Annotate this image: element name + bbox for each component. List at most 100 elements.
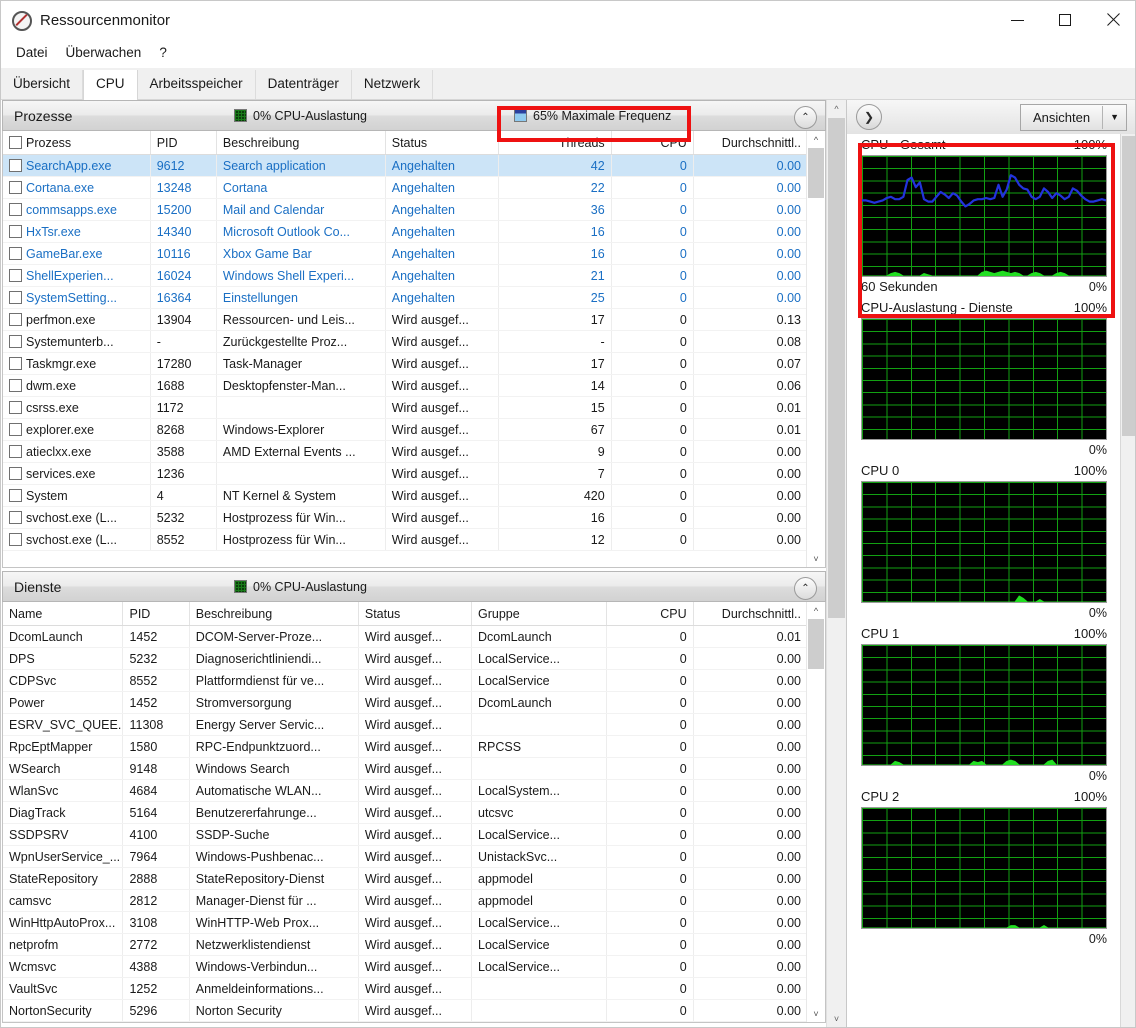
- processes-column-header-cpu[interactable]: CPU: [611, 131, 694, 155]
- views-dropdown[interactable]: Ansichten ▼: [1019, 103, 1127, 131]
- row-checkbox[interactable]: [9, 158, 22, 172]
- row-checkbox[interactable]: [9, 334, 22, 348]
- main-vertical-scrollbar[interactable]: ^ ˅: [826, 100, 846, 1027]
- minimize-button[interactable]: [993, 1, 1041, 39]
- row-checkbox[interactable]: [9, 202, 22, 216]
- select-all-checkbox[interactable]: [9, 135, 22, 149]
- row-checkbox[interactable]: [9, 224, 22, 238]
- row-checkbox[interactable]: [9, 510, 22, 524]
- table-row[interactable]: perfmon.exe 13904 Ressourcen- und Leis... W…: [3, 308, 809, 331]
- table-row[interactable]: RpcEptMapper 1580 RPC-Endpunktzuord... Wird…: [3, 735, 809, 758]
- table-row[interactable]: commsapps.exe 15200 Mail and Calendar Angeh…: [3, 198, 809, 221]
- tab-uebersicht[interactable]: Übersicht: [1, 70, 84, 99]
- table-row[interactable]: DPS 5232 Diagnoserichtliniendi... Wird ausg…: [3, 647, 809, 670]
- scrollbar-thumb[interactable]: [808, 148, 824, 198]
- menu-datei[interactable]: Datei: [16, 44, 48, 60]
- expand-panel-button[interactable]: ❯: [856, 104, 882, 130]
- scroll-down-icon[interactable]: ˅: [833, 1014, 840, 1024]
- table-row[interactable]: SSDPSRV 4100 SSDP-Suche Wird ausgef... Local…: [3, 823, 809, 846]
- services-table-scrollbar[interactable]: ^ ˅: [806, 602, 825, 1022]
- row-checkbox[interactable]: [9, 246, 22, 260]
- row-checkbox[interactable]: [9, 444, 22, 458]
- tab-netzwerk[interactable]: Netzwerk: [351, 70, 434, 99]
- services-collapse-button[interactable]: ⌃: [794, 577, 817, 600]
- scroll-up-icon[interactable]: ^: [813, 605, 819, 616]
- table-row[interactable]: camsvc 2812 Manager-Dienst für ... Wird aus…: [3, 889, 809, 912]
- table-row[interactable]: Systemunterb... - Zurückgestellte Proz... W…: [3, 330, 809, 353]
- services-column-header-cpu[interactable]: CPU: [606, 602, 694, 626]
- processes-column-header-avg[interactable]: Durchschnittl..: [693, 131, 809, 155]
- row-checkbox[interactable]: [9, 488, 22, 502]
- table-row[interactable]: netprofm 2772 Netzwerklistendienst Wird aus…: [3, 933, 809, 956]
- table-row[interactable]: atieclxx.exe 3588 AMD External Events ... W…: [3, 440, 809, 463]
- table-row[interactable]: SearchApp.exe 9612 Search application Angeh…: [3, 154, 809, 177]
- row-checkbox[interactable]: [9, 378, 22, 392]
- processes-table-scrollbar[interactable]: ^ ˅: [806, 131, 825, 567]
- services-column-header-status[interactable]: Status ⌃: [358, 602, 473, 626]
- table-row[interactable]: Taskmgr.exe 17280 Task-Manager Wird ausgef.…: [3, 352, 809, 375]
- table-row[interactable]: HxTsr.exe 14340 Microsoft Outlook Co... Ang…: [3, 220, 809, 243]
- services-column-header-pid[interactable]: PID: [122, 602, 190, 626]
- table-row[interactable]: services.exe 1236 Wird ausgef... 7 0 0.00: [3, 462, 809, 485]
- table-row[interactable]: GameBar.exe 10116 Xbox Game Bar Angehalten 1…: [3, 242, 809, 265]
- services-panel-header[interactable]: Dienste 0% CPU-Auslastung ⌃: [2, 571, 826, 602]
- services-column-header-group[interactable]: Gruppe: [471, 602, 607, 626]
- menu-ueberwachen[interactable]: Überwachen: [65, 44, 142, 60]
- services-column-header-avg[interactable]: Durchschnittl..: [693, 602, 809, 626]
- table-row[interactable]: WinHttpAutoProx... 3108 WinHTTP-Web Prox..…: [3, 911, 809, 934]
- tab-datentraeger[interactable]: Datenträger: [255, 70, 352, 99]
- processes-column-header-status[interactable]: Status ⌃: [385, 131, 499, 155]
- table-row[interactable]: CDPSvc 8552 Plattformdienst für ve... Wird …: [3, 669, 809, 692]
- table-row[interactable]: csrss.exe 1172 Wird ausgef... 15 0 0.01: [3, 396, 809, 419]
- graph-item-3[interactable]: CPU 1 100% 0%: [847, 623, 1121, 786]
- table-row[interactable]: WlanSvc 4684 Automatische WLAN... Wird ausg…: [3, 779, 809, 802]
- graph-item-2[interactable]: CPU 0 100% 0%: [847, 460, 1121, 623]
- graph-item-1[interactable]: CPU-Auslastung - Dienste 100% 0%: [847, 297, 1121, 460]
- table-row[interactable]: dwm.exe 1688 Desktopfenster-Man... Wird aus…: [3, 374, 809, 397]
- table-row[interactable]: svchost.exe (L... 5232 Hostprozess für Win…: [3, 506, 809, 529]
- table-row[interactable]: Power 1452 Stromversorgung Wird ausgef... Dc…: [3, 691, 809, 714]
- row-checkbox[interactable]: [9, 268, 22, 282]
- table-row[interactable]: VaultSvc 1252 Anmeldeinformations... Wird a…: [3, 977, 809, 1000]
- table-row[interactable]: StateRepository 2888 StateRepository-Diens…: [3, 867, 809, 890]
- graph-panel-scrollbar[interactable]: [1120, 134, 1135, 1027]
- table-row[interactable]: SystemSetting... 16364 Einstellungen Angeha…: [3, 286, 809, 309]
- maximize-button[interactable]: [1041, 1, 1089, 39]
- graph-list[interactable]: CPU - Gesamt 100% 60 Sekunden 0% CPU-Auslast…: [847, 134, 1121, 1027]
- row-checkbox[interactable]: [9, 422, 22, 436]
- row-checkbox[interactable]: [9, 400, 22, 414]
- table-row[interactable]: DiagTrack 5164 Benutzererfahrunge... Wird a…: [3, 801, 809, 824]
- table-row[interactable]: ShellExperien... 16024 Windows Shell Exper…: [3, 264, 809, 287]
- processes-column-header-desc[interactable]: Beschreibung: [216, 131, 386, 155]
- processes-column-header-name[interactable]: Prozess: [3, 131, 151, 155]
- row-checkbox[interactable]: [9, 290, 22, 304]
- scroll-down-icon[interactable]: ˅: [813, 1008, 819, 1019]
- table-row[interactable]: Cortana.exe 13248 Cortana Angehalten 22 0 0.00: [3, 176, 809, 199]
- scrollbar-thumb[interactable]: [1122, 136, 1135, 436]
- processes-collapse-button[interactable]: ⌃: [794, 106, 817, 129]
- scrollbar-thumb[interactable]: [808, 619, 824, 669]
- graph-item-4[interactable]: CPU 2 100% 0%: [847, 786, 1121, 949]
- processes-column-header-threads[interactable]: Threads: [498, 131, 612, 155]
- graph-cpu-total[interactable]: CPU - Gesamt 100% 60 Sekunden 0%: [847, 134, 1121, 297]
- table-row[interactable]: Wcmsvc 4388 Windows-Verbindun... Wird ausge…: [3, 955, 809, 978]
- scroll-down-icon[interactable]: ˅: [813, 553, 819, 564]
- row-checkbox[interactable]: [9, 356, 22, 370]
- processes-column-header-pid[interactable]: PID: [150, 131, 217, 155]
- table-row[interactable]: NortonSecurity 5296 Norton Security Wird au…: [3, 999, 809, 1022]
- tab-arbeitsspeicher[interactable]: Arbeitsspeicher: [137, 70, 256, 99]
- processes-panel-header[interactable]: Prozesse 0% CPU-Auslastung 65% Maximale …: [2, 100, 826, 131]
- scroll-up-icon[interactable]: ^: [813, 134, 819, 145]
- row-checkbox[interactable]: [9, 312, 22, 326]
- table-row[interactable]: explorer.exe 8268 Windows-Explorer Wird aus…: [3, 418, 809, 441]
- table-row[interactable]: WpnUserService_... 7964 Windows-Pushbenac.…: [3, 845, 809, 868]
- table-row[interactable]: System 4 NT Kernel & System Wird ausgef... 4…: [3, 484, 809, 507]
- row-checkbox[interactable]: [9, 180, 22, 194]
- row-checkbox[interactable]: [9, 466, 22, 480]
- services-column-header-name[interactable]: Name: [3, 602, 124, 626]
- tab-cpu[interactable]: CPU: [83, 70, 138, 100]
- services-column-header-desc[interactable]: Beschreibung: [189, 602, 359, 626]
- table-row[interactable]: WSearch 9148 Windows Search Wird ausgef... 0…: [3, 757, 809, 780]
- menu-help[interactable]: ?: [159, 44, 167, 60]
- row-checkbox[interactable]: [9, 532, 22, 546]
